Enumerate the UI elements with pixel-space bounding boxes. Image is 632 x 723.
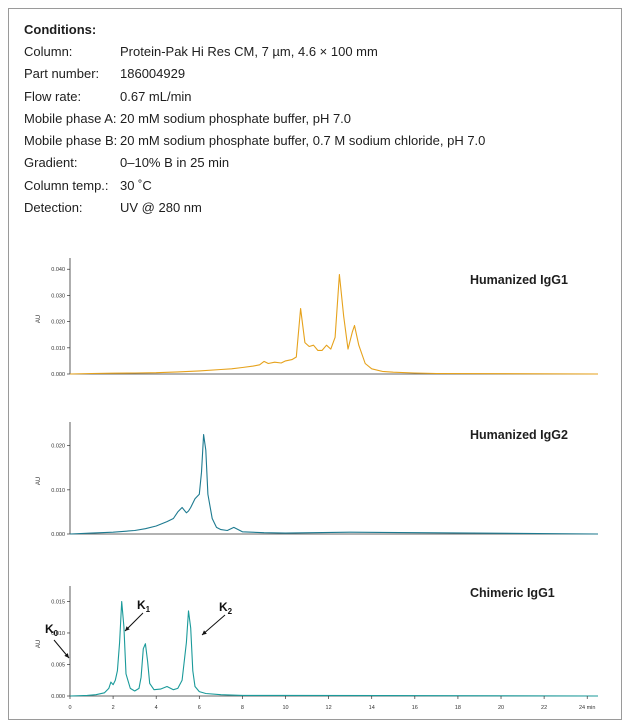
- condition-value: 0–10% B in 25 min: [120, 155, 230, 171]
- annotation-arrowhead: [125, 626, 130, 631]
- x-tick-label: 4: [155, 705, 158, 711]
- condition-label: Mobile phase A:: [24, 110, 117, 126]
- condition-label: Column temp.:: [24, 177, 109, 193]
- y-tick-label: 0.010: [51, 631, 65, 637]
- chart-title: Humanized IgG1: [470, 273, 568, 287]
- condition-label: Part number:: [24, 66, 100, 82]
- y-tick-label: 0.010: [51, 488, 65, 494]
- x-tick-label: 8: [241, 705, 244, 711]
- annotation-label: K2: [219, 600, 233, 616]
- condition-column: Column: Protein-Pak Hi Res CM, 7 µm, 4.6 …: [24, 41, 485, 63]
- x-tick-label: 14: [369, 705, 375, 711]
- condition-value: 20 mM sodium phosphate buffer, 0.7 M sod…: [120, 133, 486, 149]
- y-tick-label: 0.020: [51, 444, 65, 450]
- y-tick-label: 0.000: [51, 372, 65, 378]
- condition-value: Protein-Pak Hi Res CM, 7 µm, 4.6 × 100 m…: [120, 44, 378, 59]
- chart-title: Humanized IgG2: [470, 428, 568, 442]
- x-tick-label: 18: [455, 705, 461, 711]
- series-line: [69, 434, 599, 535]
- condition-label: Gradient:: [24, 155, 78, 171]
- x-tick-label: 0: [68, 705, 71, 711]
- figure-frame: [8, 8, 622, 720]
- y-axis-label: AU: [36, 315, 42, 323]
- y-tick-label: 0.030: [51, 293, 65, 299]
- x-tick-label: 22: [541, 705, 547, 711]
- condition-value: UV @ 280 nm: [120, 200, 202, 216]
- annotation-arrow: [201, 614, 226, 636]
- annotation-arrowhead: [202, 630, 207, 635]
- condition-column-temp: Column temp.: 30 ˚C: [24, 175, 485, 197]
- condition-label: Flow rate:: [24, 88, 82, 104]
- chart-panel-3: 0.000 0.005 0.010 0.015 AU Chimeric IgG1 0 2 4 6 8…: [36, 586, 599, 711]
- conditions-title: Conditions:: [24, 22, 97, 37]
- y-tick-label: 0.040: [51, 267, 65, 273]
- x-tick-label: 6: [198, 705, 201, 711]
- y-tick-label: 0.020: [51, 320, 65, 326]
- chart-panel-2: 0.000 0.010 0.020 AU Humanized IgG2: [36, 422, 599, 538]
- y-tick-label: 0.000: [51, 532, 65, 538]
- condition-mobile-phase-a: Mobile phase A: 20 mM sodium phosphate bu…: [24, 108, 485, 130]
- chart-title: Chimeric IgG1: [470, 586, 555, 600]
- condition-flow-rate: Flow rate: 0.67 mL/min: [24, 86, 485, 108]
- x-tick-label: 12: [326, 705, 332, 711]
- condition-label: Mobile phase B:: [24, 133, 118, 149]
- annotation-label: K1: [137, 598, 151, 614]
- y-tick-label: 0.015: [51, 599, 65, 605]
- series-line: [69, 600, 599, 697]
- x-tick-label: 24 min: [579, 705, 596, 711]
- conditions-block: Conditions: Column: Protein-Pak Hi Res CM…: [24, 19, 485, 219]
- condition-label: Detection:: [24, 200, 83, 216]
- y-tick-label: 0.005: [51, 662, 65, 668]
- y-tick-label: 0.000: [51, 694, 65, 700]
- series-line: [69, 273, 599, 375]
- x-tick-label: 10: [282, 705, 288, 711]
- x-tick-label: 16: [412, 705, 418, 711]
- condition-value: 0.67 mL/min: [120, 88, 192, 104]
- y-axis-label: AU: [36, 640, 42, 648]
- condition-value: 30 ˚C: [120, 177, 152, 193]
- condition-gradient: Gradient: 0–10% B in 25 min: [24, 152, 485, 174]
- x-tick-label: 2: [112, 705, 115, 711]
- condition-detection: Detection: UV @ 280 nm: [24, 197, 485, 219]
- condition-value: 186004929: [120, 66, 186, 82]
- condition-mobile-phase-b: Mobile phase B: 20 mM sodium phosphate bu…: [24, 130, 485, 152]
- x-tick-label: 20: [498, 705, 504, 711]
- condition-label: Column:: [24, 44, 73, 59]
- condition-value: 20 mM sodium phosphate buffer, pH 7.0: [120, 110, 352, 126]
- annotation-label: K0: [45, 622, 59, 638]
- condition-part-number: Part number: 186004929: [24, 63, 485, 85]
- y-axis-label: AU: [36, 477, 42, 485]
- y-tick-label: 0.010: [51, 346, 65, 352]
- annotation-arrowhead: [64, 653, 69, 658]
- chart-panel-1: 0.000 0.010 0.020 0.030 0.040 AU Humanized IgG…: [36, 258, 599, 378]
